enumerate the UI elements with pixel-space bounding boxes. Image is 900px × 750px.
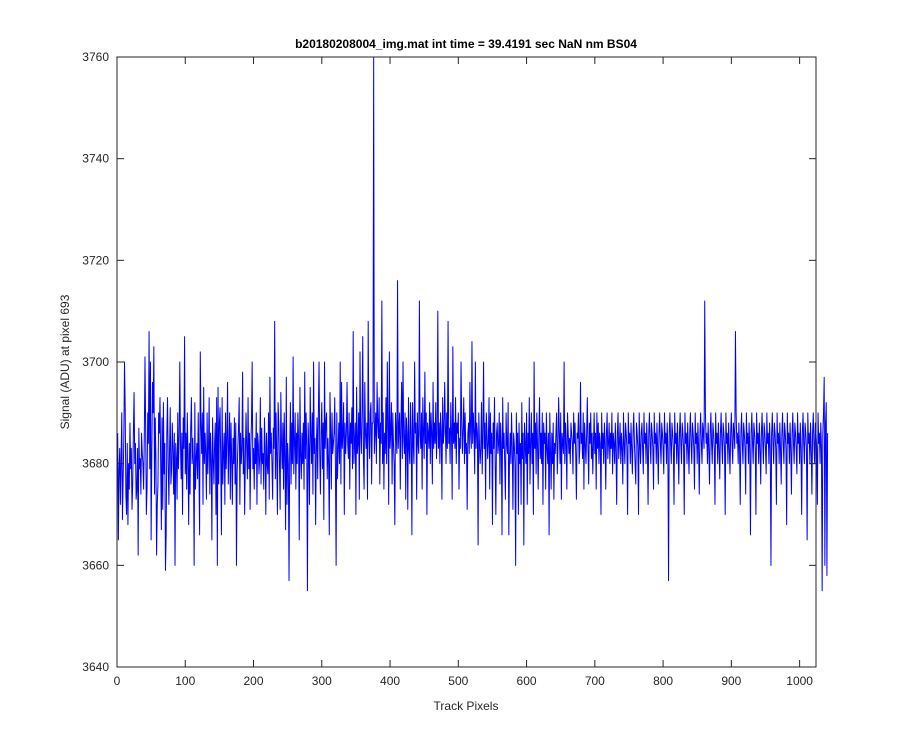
series-layer: [117, 56, 829, 592]
chart-title: b20180208004_img.mat int time = 39.4191 …: [295, 37, 637, 51]
y-tick-label: 3740: [82, 152, 109, 166]
series-line-1: [117, 56, 829, 592]
x-tick-label: 900: [721, 674, 741, 688]
ticks-layer: 0 100 200 300 400 500 600 700 800 900 1000 3640 3660…: [82, 50, 816, 688]
y-tick-label: 3640: [82, 660, 109, 674]
x-tick-label: 200: [244, 674, 264, 688]
x-tick-label: 1000: [786, 674, 813, 688]
y-tick-label: 3720: [82, 253, 109, 267]
x-tick-label: 800: [653, 674, 673, 688]
y-tick-label: 3660: [82, 558, 109, 572]
y-tick-label: 3760: [82, 50, 109, 64]
x-axis-label: Track Pixels: [434, 699, 499, 713]
x-tick-label: 100: [175, 674, 195, 688]
x-tick-label: 600: [517, 674, 537, 688]
x-tick-label: 0: [114, 674, 121, 688]
x-tick-label: 700: [585, 674, 605, 688]
y-tick-label: 3700: [82, 355, 109, 369]
x-tick-label: 300: [312, 674, 332, 688]
x-tick-label: 500: [448, 674, 468, 688]
y-tick-label: 3680: [82, 457, 109, 471]
y-axis-label: Signal (ADU) at pixel 693: [58, 294, 72, 429]
plot-area: [117, 57, 816, 667]
x-tick-label: 400: [380, 674, 400, 688]
